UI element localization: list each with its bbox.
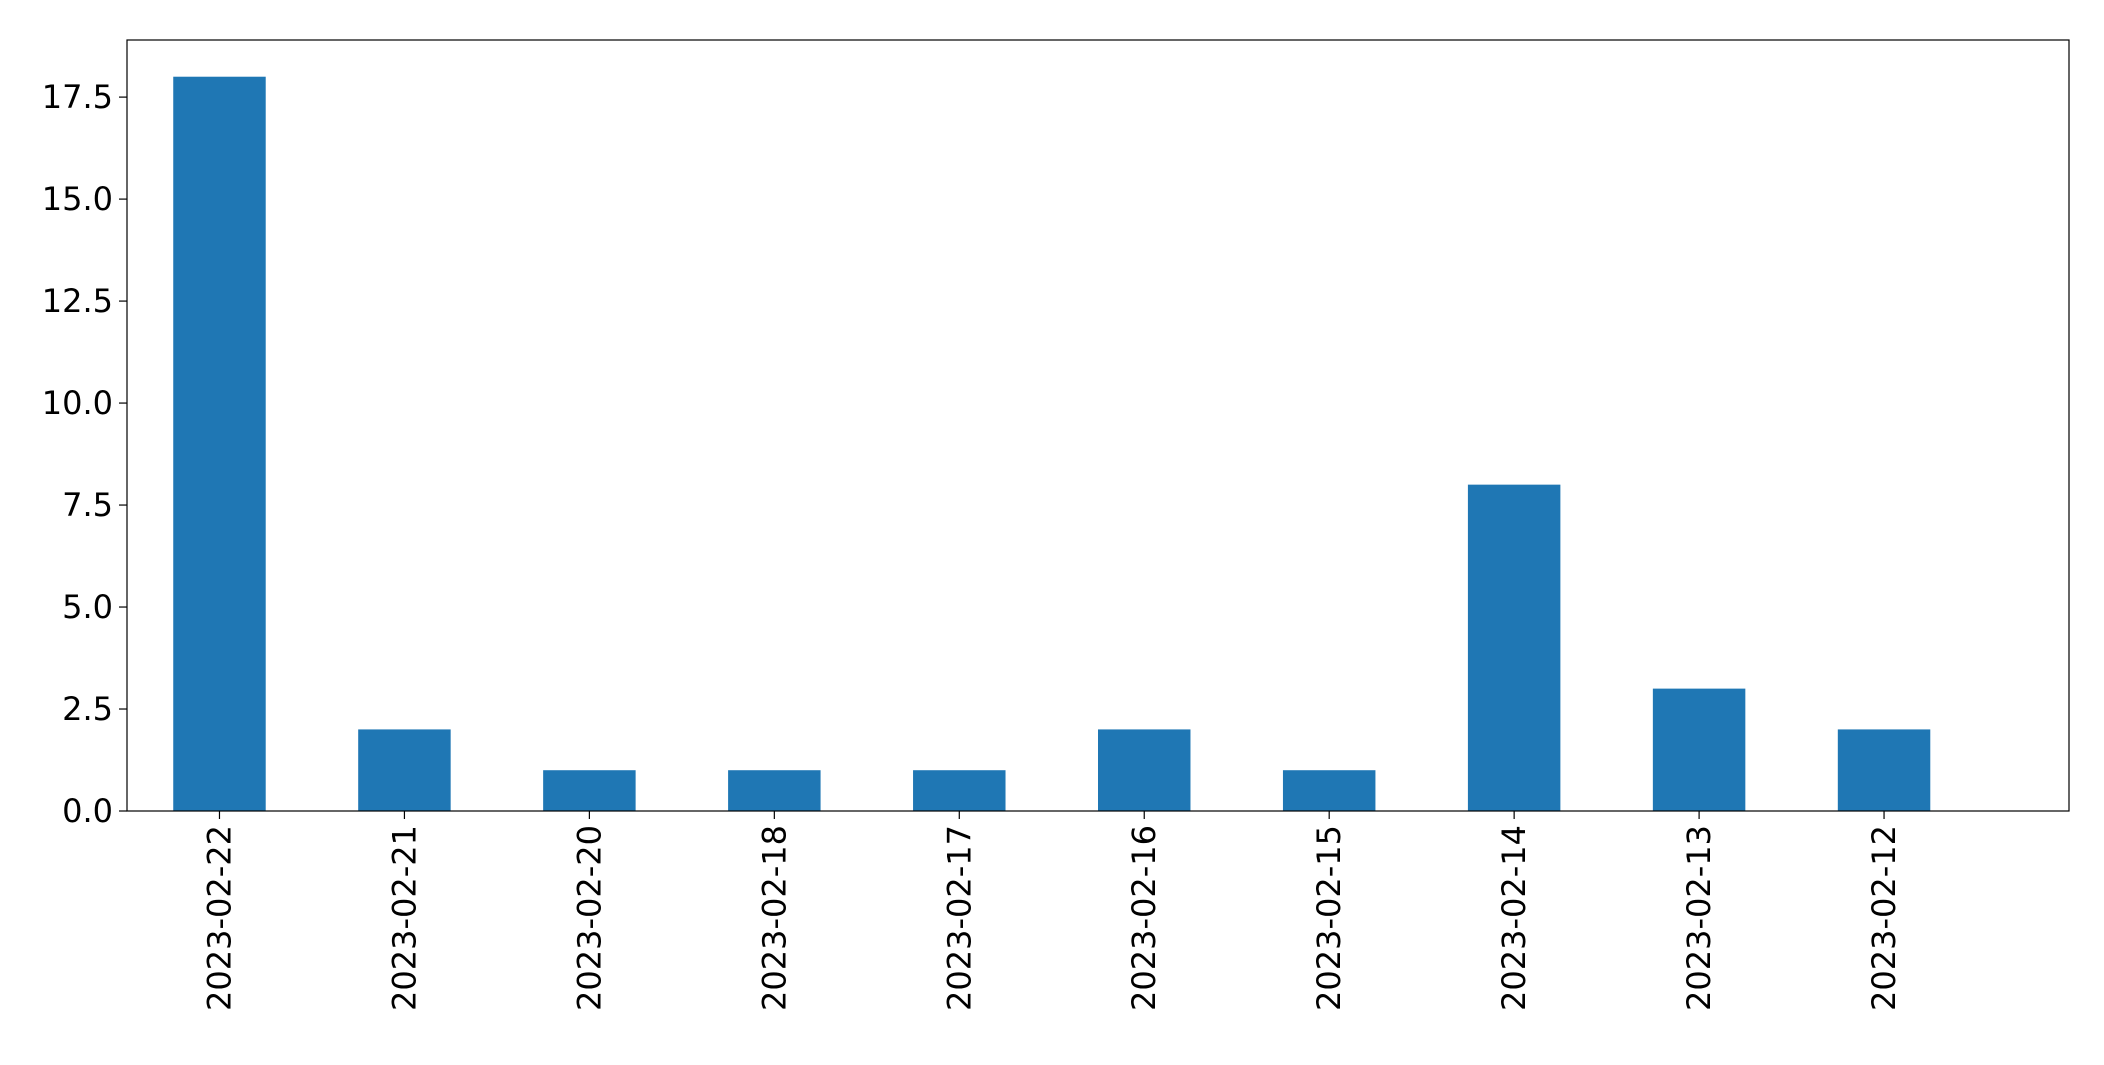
y-axis: 0.0 2.5 5.0 7.5 10.0 12.5 15.0 17.5 — [42, 78, 127, 830]
x-tick-label: 2023-02-18 — [755, 825, 793, 1011]
y-tick-label: 5.0 — [62, 588, 113, 626]
bar-2023-02-17 — [913, 770, 1006, 811]
x-tick-label: 2023-02-17 — [940, 825, 978, 1011]
y-tick-label: 17.5 — [42, 78, 113, 116]
bar-2023-02-21 — [358, 729, 451, 811]
y-tick-label: 10.0 — [42, 384, 113, 422]
bar-2023-02-12 — [1837, 729, 1931, 811]
bar-2023-02-13 — [1652, 688, 1746, 811]
plot-frame — [126, 39, 2070, 812]
bar-2023-02-20 — [543, 770, 636, 811]
y-tick-label: 2.5 — [62, 690, 113, 728]
x-tick-label: 2023-02-12 — [1865, 825, 1903, 1011]
bar-2023-02-18 — [728, 770, 821, 811]
bar-2023-02-15 — [1282, 770, 1376, 811]
bar-2023-02-22 — [173, 76, 266, 811]
x-axis: 2023-02-22 2023-02-21 2023-02-20 2023-02-18… — [200, 811, 1903, 1011]
bars-group — [173, 76, 1931, 811]
x-tick-label: 2023-02-16 — [1125, 825, 1163, 1011]
bar-2023-02-16 — [1098, 729, 1191, 811]
y-tick-label: 15.0 — [42, 180, 113, 218]
x-tick-label: 2023-02-20 — [570, 825, 608, 1011]
x-tick-label: 2023-02-15 — [1310, 825, 1348, 1011]
x-tick-label: 2023-02-21 — [385, 825, 423, 1011]
y-tick-label: 12.5 — [42, 282, 113, 320]
y-tick-label: 0.0 — [62, 792, 113, 830]
x-tick-label: 2023-02-22 — [200, 825, 238, 1011]
y-tick-label: 7.5 — [62, 486, 113, 524]
x-tick-label: 2023-02-13 — [1680, 825, 1718, 1011]
x-tick-label: 2023-02-14 — [1495, 825, 1533, 1011]
bar-2023-02-14 — [1467, 484, 1561, 811]
